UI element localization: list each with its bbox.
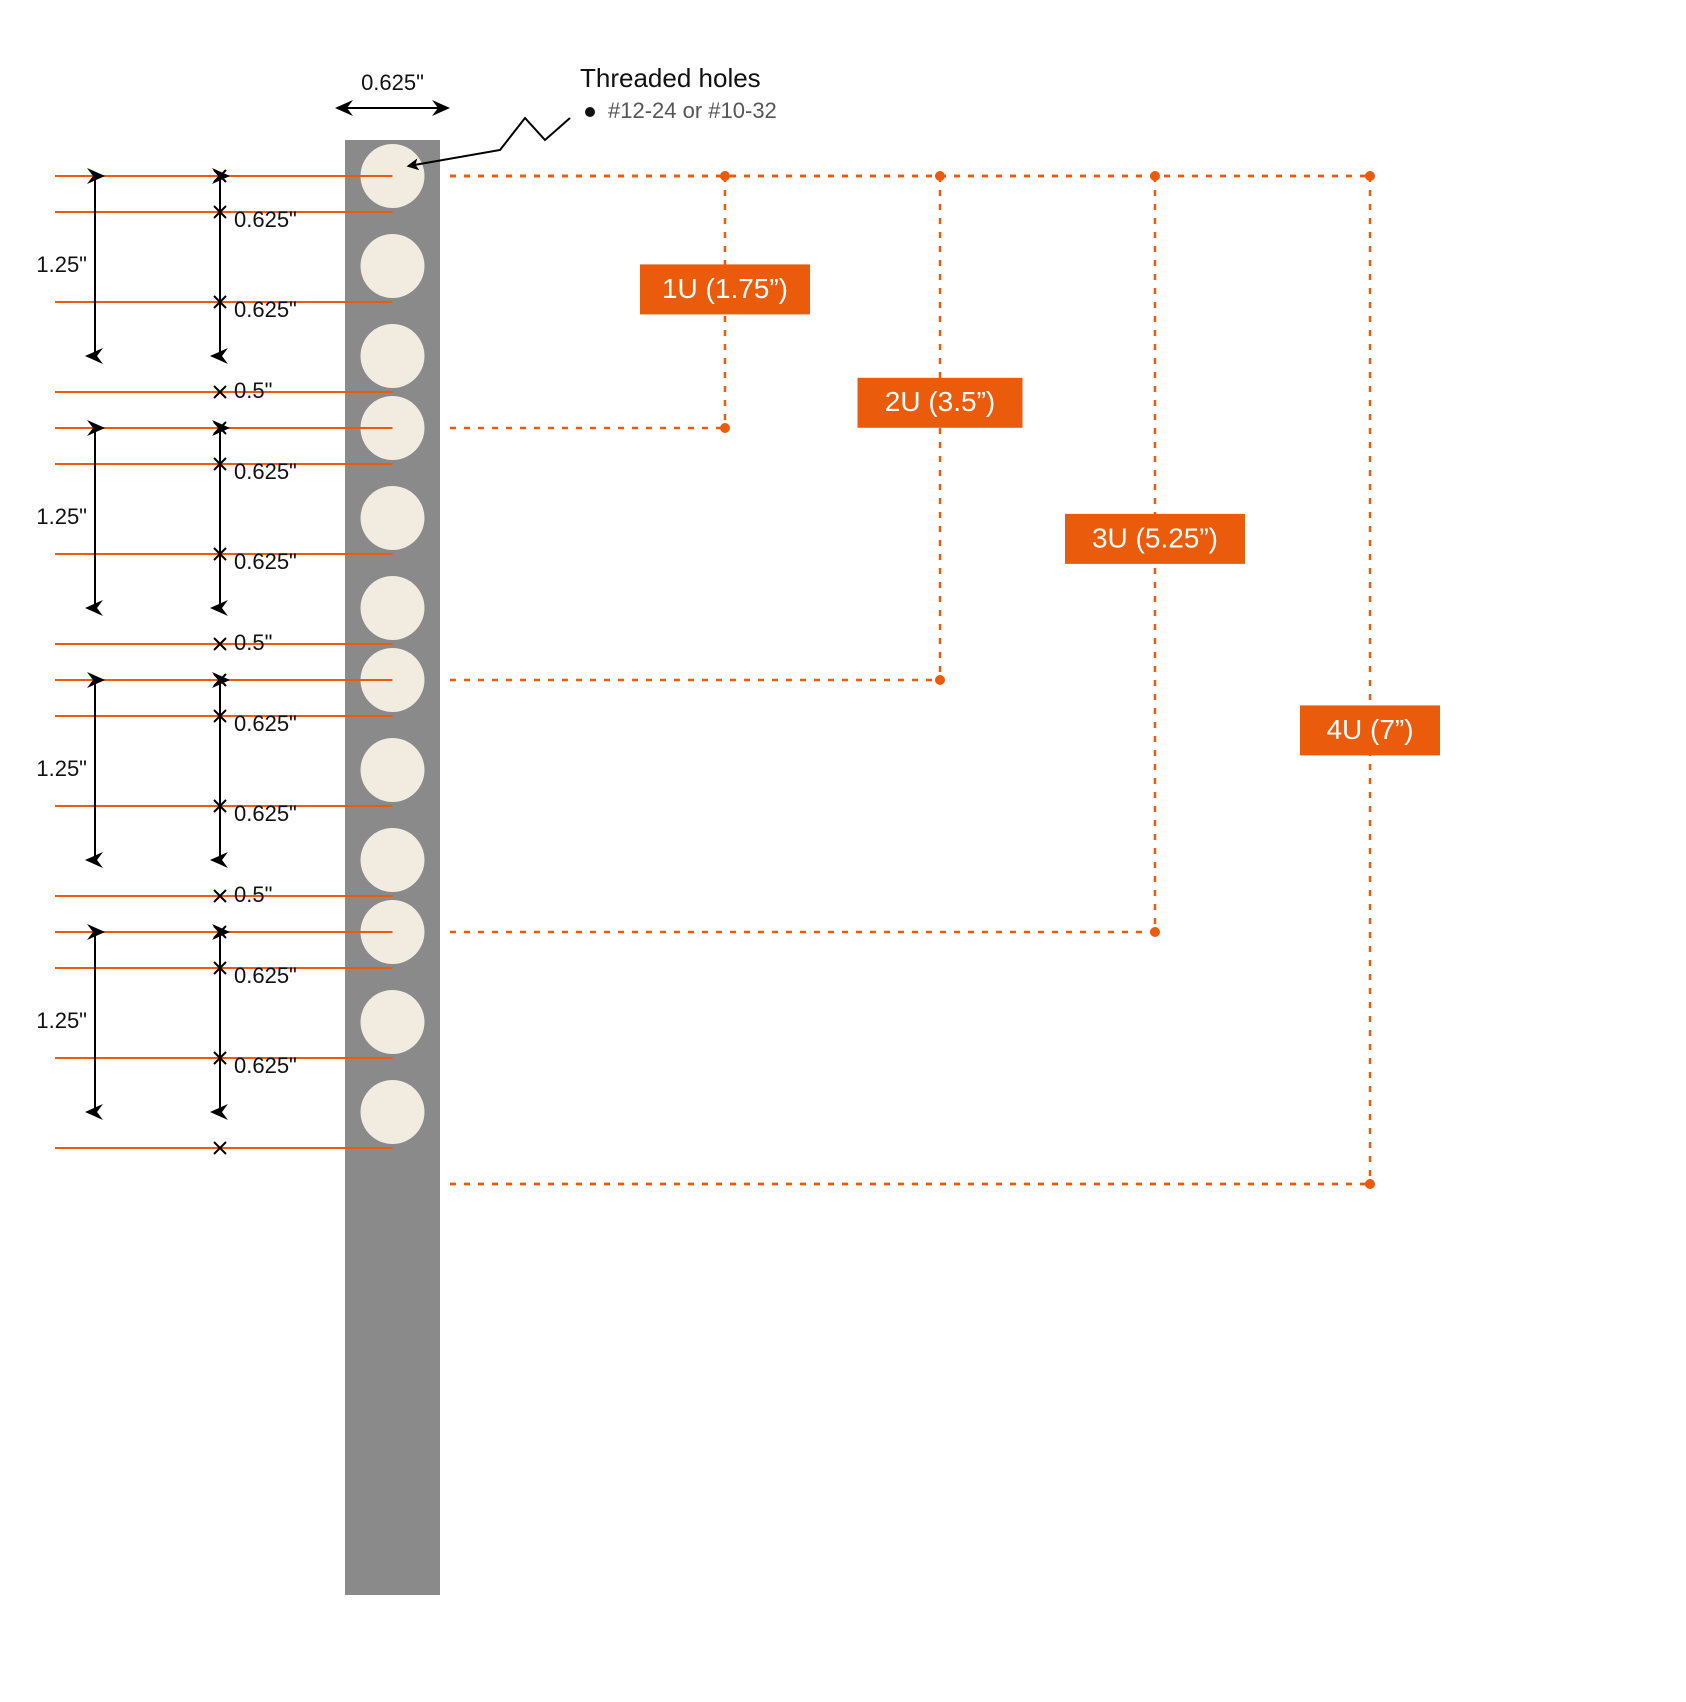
rack-unit-diagram: 0.625" Threaded holes #12-24 or #10-32 1.25… (0, 0, 1686, 1702)
inner-dimension-label: 0.625" (234, 549, 297, 574)
threaded-hole (361, 990, 425, 1054)
rail-width-label: 0.625" (361, 70, 424, 95)
threaded-hole (361, 234, 425, 298)
inner-dimension-label: 0.625" (234, 297, 297, 322)
inner-dimension-label: 0.625" (234, 1053, 297, 1078)
bullet-icon (585, 107, 595, 117)
inner-dimension-label: 0.625" (234, 963, 297, 988)
threaded-hole (361, 324, 425, 388)
inner-dimension-label: 0.625" (234, 801, 297, 826)
threaded-hole (361, 576, 425, 640)
outer-dimension-label: 1.25" (36, 504, 87, 529)
u-size-label: 3U (5.25”) (1092, 522, 1218, 553)
inner-dimension-label: 0.625" (234, 711, 297, 736)
threaded-hole (361, 486, 425, 550)
heading-title: Threaded holes (580, 63, 761, 93)
u-size-label: 1U (1.75”) (662, 273, 788, 304)
threaded-hole (361, 828, 425, 892)
inner-dimension-label: 0.5" (234, 630, 272, 655)
inner-dimension-label: 0.625" (234, 459, 297, 484)
threaded-hole (361, 738, 425, 802)
threaded-hole (361, 1080, 425, 1144)
outer-dimension-label: 1.25" (36, 252, 87, 277)
heading-subtitle: #12-24 or #10-32 (608, 98, 777, 123)
inner-dimension-label: 0.625" (234, 207, 297, 232)
outer-dimension-label: 1.25" (36, 1008, 87, 1033)
outer-dimension-label: 1.25" (36, 756, 87, 781)
u-size-label: 2U (3.5”) (885, 386, 995, 417)
u-size-label: 4U (7”) (1326, 714, 1413, 745)
inner-dimension-label: 0.5" (234, 378, 272, 403)
inner-dimension-label: 0.5" (234, 882, 272, 907)
